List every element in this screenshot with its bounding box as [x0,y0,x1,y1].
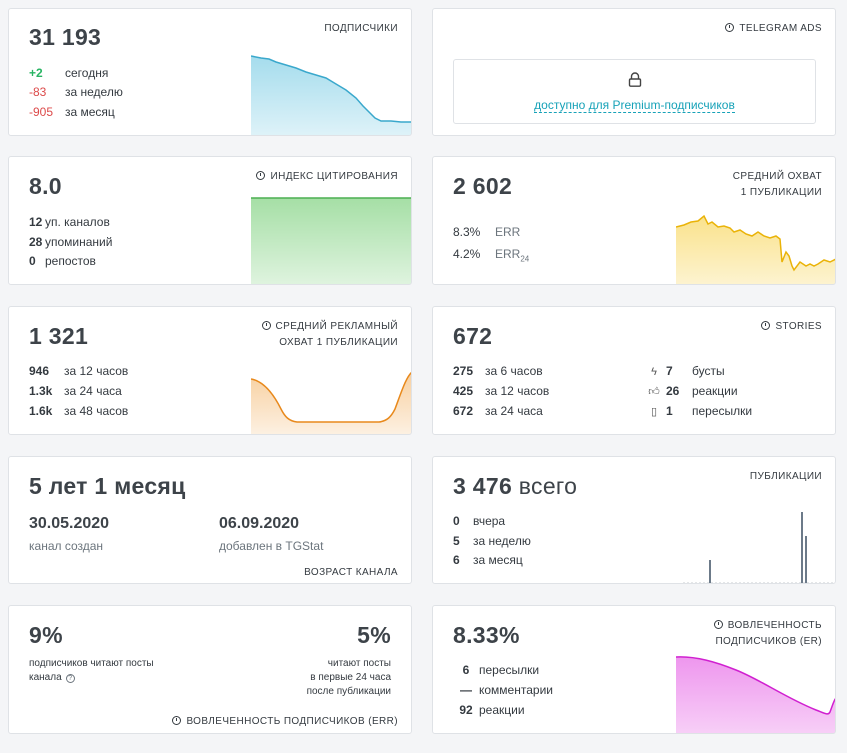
average-reach-card[interactable]: 2 602 СРЕДНИЙ ОХВАТ 1 ПУБЛИКАЦИИ 8.3% ERR … [432,156,836,285]
stories-card[interactable]: 672 STORIES 275 за 6 часов 425 за 12 часов… [432,306,836,435]
subscribers-count: 31 193 [29,24,102,50]
er-row: 6 пересылки [462,663,540,677]
telegram-ads-label: TELEGRAM ADS [725,21,822,37]
clock-icon [256,171,266,180]
publications-row: 0 вчера [453,514,506,528]
err-label: ВОВЛЕЧЕННОСТЬ ПОДПИСЧИКОВ (ERR) [172,714,398,730]
thumbs-up-icon: 👍︎ [648,386,660,398]
stories-row: 425 за 12 часов [453,384,550,398]
channel-age-label: ВОЗРАСТ КАНАЛА [304,567,398,578]
subscribers-sparkline [251,54,411,135]
telegram-ads-card[interactable]: TELEGRAM ADS доступно для Premium-подпис… [432,8,836,136]
added-date: 06.09.2020 [219,515,300,532]
er-row: — комментарии [460,683,553,697]
er-card[interactable]: 8.33% ВОВЛЕЧЕННОСТЬ ПОДПИСЧИКОВ (ER) 6 пер… [432,605,836,734]
stories-row: 275 за 6 часов [453,364,543,378]
citation-index-value: 8.0 [29,173,62,199]
err-right-text: читают посты в первые 24 часа после публик… [306,658,391,697]
share-icon: ▯ [650,406,658,418]
publications-bar [805,536,807,583]
added-label: добавлен в TGStat [219,539,324,553]
stories-label: STORIES [761,319,822,335]
stories-value: 672 [453,323,493,349]
publications-bar [709,560,711,583]
publications-card[interactable]: 3 476 всего ПУБЛИКАЦИИ 0 вчера 5 за неделю… [432,456,836,584]
err-left-text: подписчиков читают посты канала? [29,658,154,683]
publications-value: 3 476 всего [453,473,578,499]
boosts-stat: ϟ 7 бусты [648,363,725,379]
clock-icon [713,620,723,629]
channel-age-value: 5 лет 1 месяц [29,473,186,499]
clock-icon [725,23,735,32]
average-reach-value: 2 602 [453,173,513,199]
err24-row: 4.2% ERR24 [453,247,530,264]
citation-row: 28 упоминаний [29,235,113,249]
ad-reach-value: 1 321 [29,323,89,349]
premium-lock-box: доступно для Premium-подписчиков [453,59,816,124]
publications-bar [801,512,803,583]
subscribers-row: +2 сегодня [29,66,109,80]
subscribers-card[interactable]: 31 193 ПОДПИСЧИКИ +2 сегодня -83 за неделю… [8,8,412,136]
citation-index-card[interactable]: 8.0 ИНДЕКС ЦИТИРОВАНИЯ 12 уп. каналов 28 у… [8,156,412,285]
citation-index-label: ИНДЕКС ЦИТИРОВАНИЯ [256,169,398,185]
forwards-stat: ▯ 1 пересылки [648,403,752,419]
er-label: ВОВЛЕЧЕННОСТЬ ПОДПИСЧИКОВ (ER) [713,620,822,647]
er-sparkline [676,656,835,733]
created-date: 30.05.2020 [29,515,110,532]
citation-sparkline [251,197,411,284]
ad-reach-row: 946 за 12 часов [29,364,129,378]
bolt-icon: ϟ [651,366,657,378]
channel-age-card[interactable]: 5 лет 1 месяц 30.05.2020 канал создан 06… [8,456,412,584]
clock-icon [761,321,771,330]
created-label: канал создан [29,539,104,553]
publications-row: 6 за месяц [453,553,523,567]
ad-reach-card[interactable]: 1 321 СРЕДНИЙ РЕКЛАМНЫЙ ОХВАТ 1 ПУБЛИКАЦИ… [8,306,412,435]
er-row: 92 реакции [459,703,525,717]
err-card[interactable]: 9% подписчиков читают посты канала? 5% чи… [8,605,412,734]
citation-row: 0 репостов [29,254,96,268]
ad-reach-row: 1.3k за 24 часа [29,384,122,398]
publications-bar-chart [683,507,835,583]
average-reach-sparkline [676,212,835,284]
er-value: 8.33% [453,622,520,648]
ad-reach-label: СРЕДНИЙ РЕКЛАМНЫЙ ОХВАТ 1 ПУБЛИКАЦИИ [261,319,399,351]
stories-row: 672 за 24 часа [453,404,543,418]
ad-reach-sparkline [251,369,411,434]
err-row: 8.3% ERR [453,225,521,239]
ad-reach-row: 1.6k за 48 часов [29,404,129,418]
help-icon[interactable]: ? [65,674,75,683]
subscribers-label: ПОДПИСЧИКИ [324,23,398,34]
subscribers-row: -83 за неделю [29,85,123,99]
publications-row: 5 за неделю [453,534,531,548]
average-reach-label: СРЕДНИЙ ОХВАТ 1 ПУБЛИКАЦИИ [732,171,822,198]
lock-icon [628,72,642,87]
clock-icon [261,321,271,330]
reactions-stat: 👍︎ 26 реакции [648,384,738,398]
publications-label: ПУБЛИКАЦИИ [749,471,822,482]
err-left-value: 9% [29,622,63,648]
clock-icon [172,716,182,725]
subscribers-row: -905 за месяц [29,105,115,119]
citation-row: 12 уп. каналов [29,215,110,229]
premium-link[interactable]: доступно для Premium-подписчиков [534,98,735,113]
err-right-value: 5% [357,622,391,648]
